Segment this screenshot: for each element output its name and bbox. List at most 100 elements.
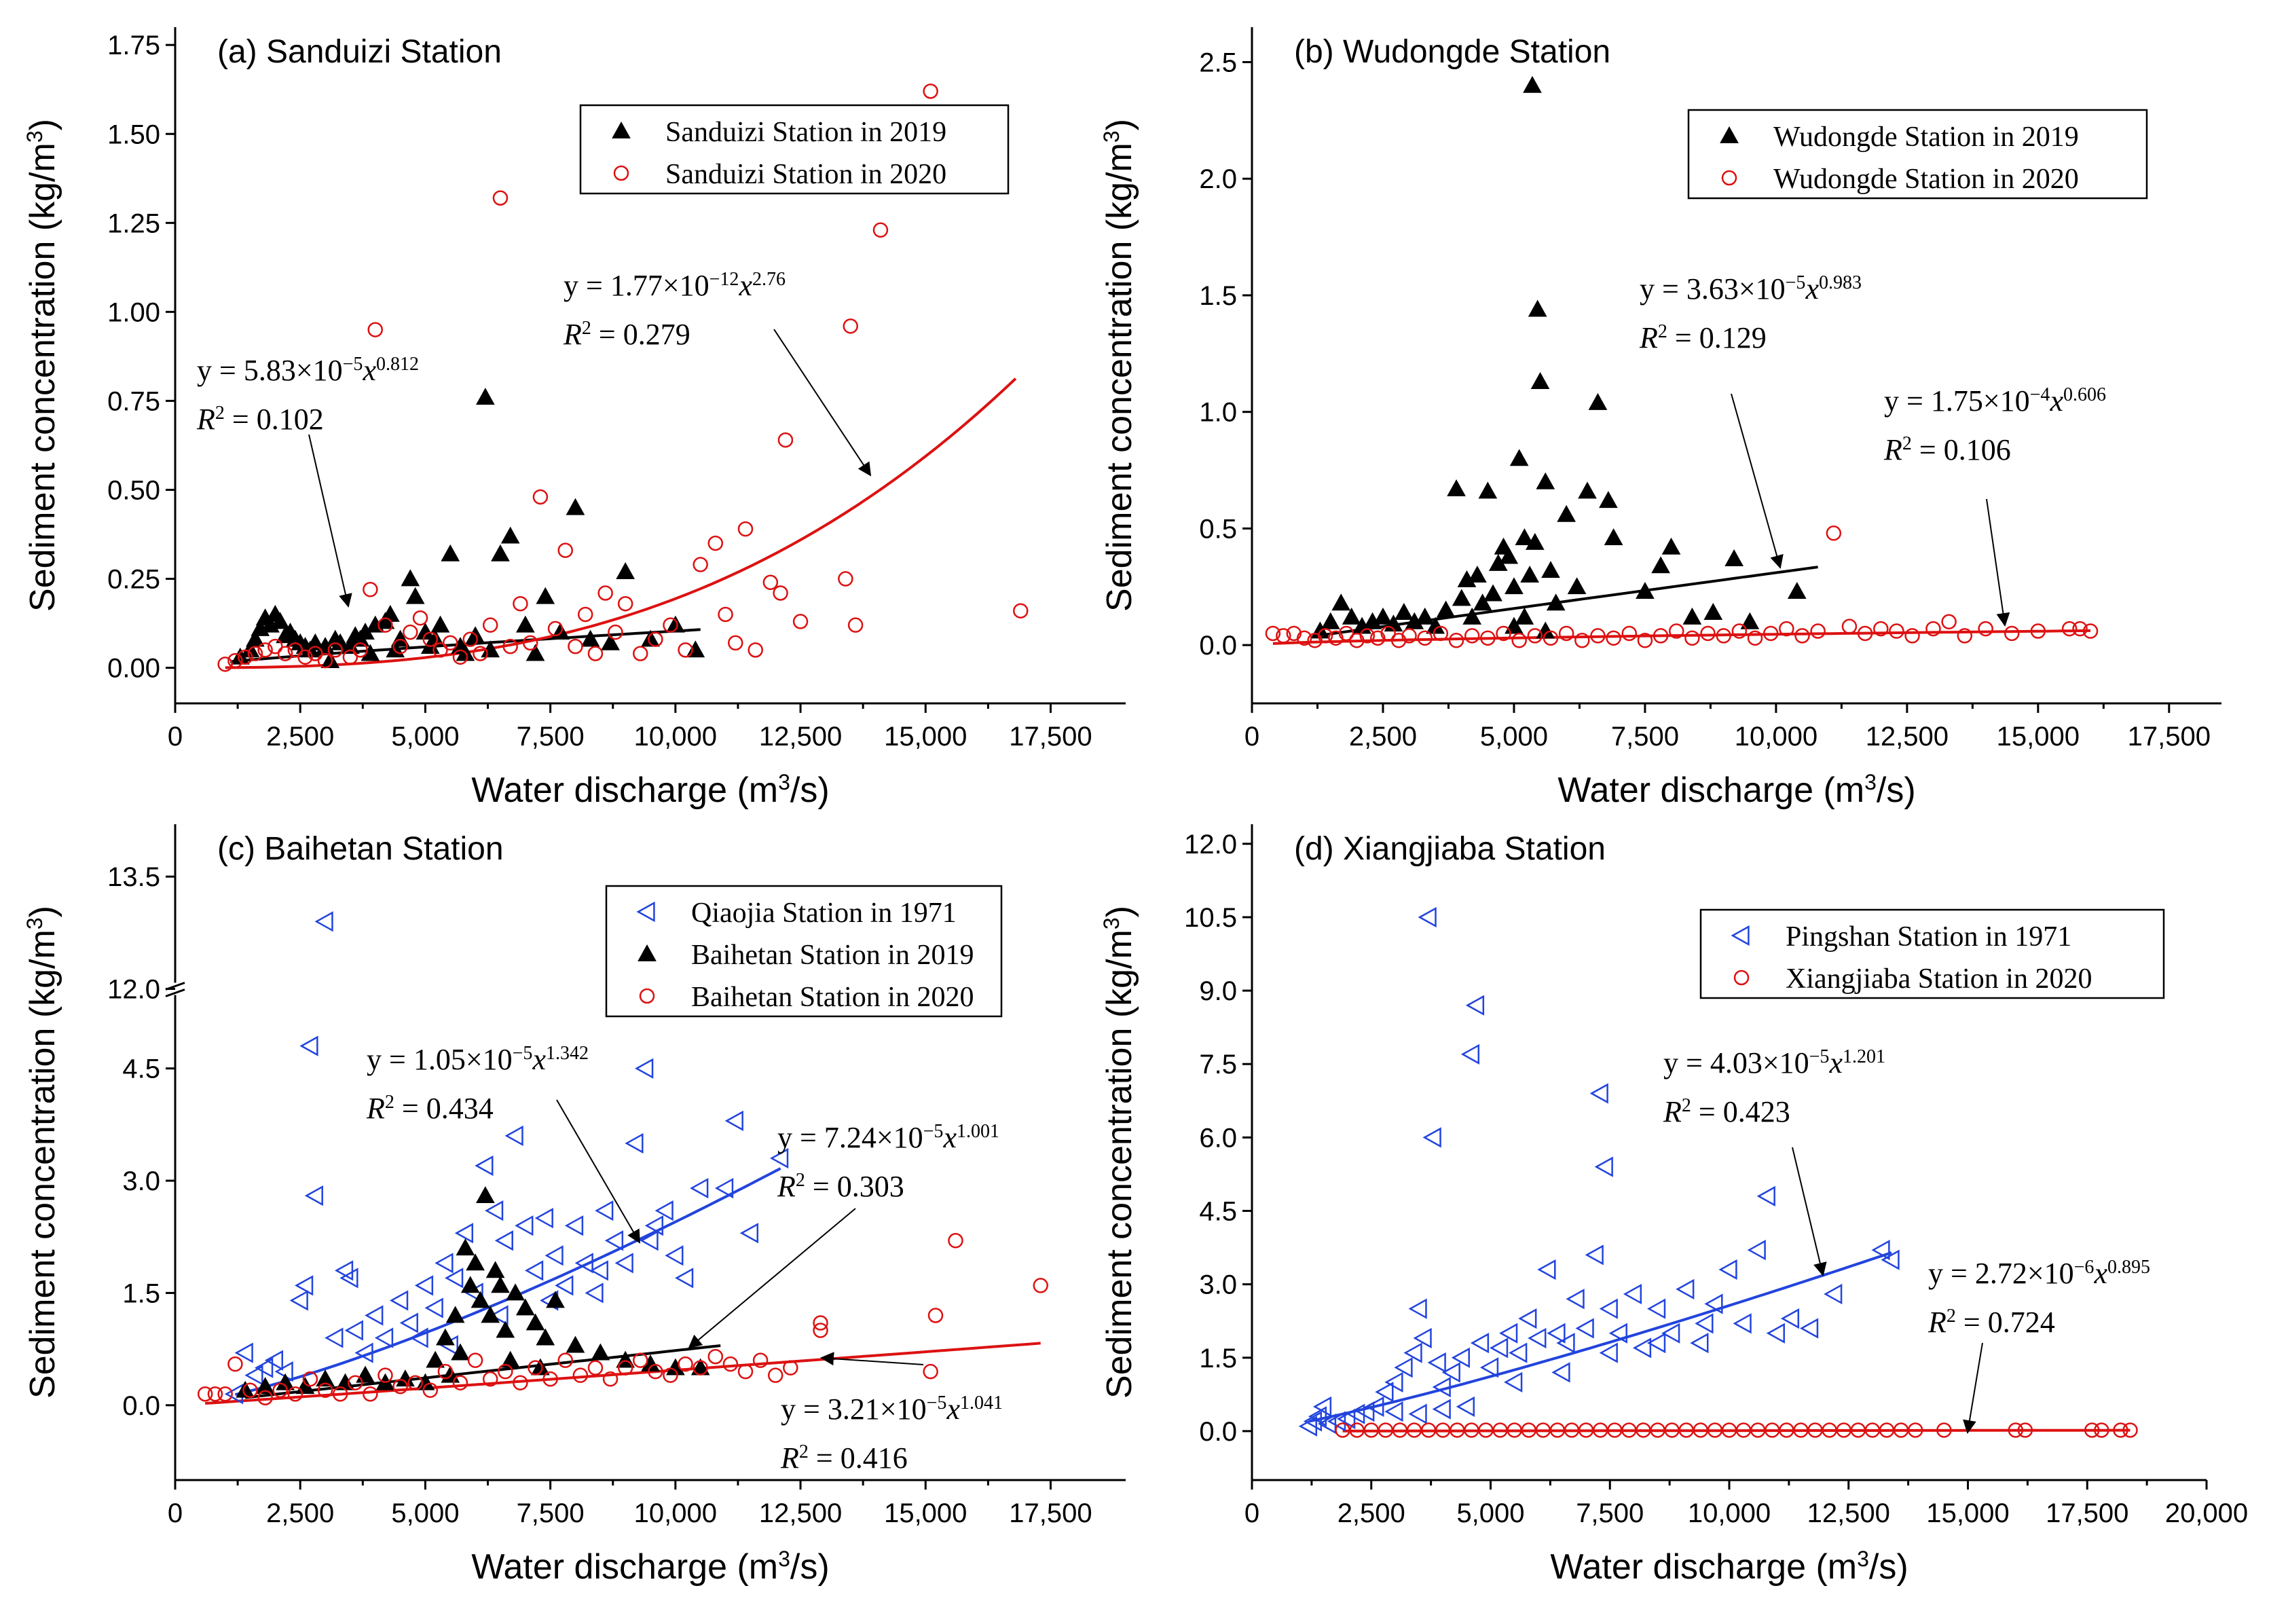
annotation-arrow bbox=[308, 434, 352, 608]
data-point bbox=[566, 498, 585, 515]
data-point bbox=[1841, 619, 1858, 634]
data-point bbox=[1505, 577, 1524, 595]
data-point bbox=[1724, 549, 1744, 566]
y-axis-title: Sediment concentration (kg/m3) bbox=[1099, 906, 1139, 1399]
data-point bbox=[1523, 75, 1542, 93]
data-point bbox=[1661, 537, 1681, 555]
equation-text: y = 1.05×10−5x1.342 bbox=[367, 1043, 589, 1077]
x-axis-title: Water discharge (m3/s) bbox=[1557, 770, 1915, 810]
data-point bbox=[1394, 1357, 1413, 1378]
x-tick-label: 20,000 bbox=[2165, 1498, 2248, 1528]
data-point bbox=[1904, 628, 1920, 644]
data-point bbox=[1515, 528, 1534, 546]
data-point bbox=[430, 615, 450, 633]
data-point bbox=[1936, 1422, 1952, 1438]
r-squared-text: R2 = 0.102 bbox=[196, 403, 324, 437]
data-point bbox=[491, 544, 510, 561]
data-point bbox=[332, 1386, 348, 1402]
y-tick-label: 1.5 bbox=[1199, 1344, 1237, 1373]
data-point bbox=[665, 1358, 685, 1376]
data-point bbox=[1296, 630, 1312, 646]
data-point bbox=[515, 615, 535, 633]
data-point bbox=[1342, 607, 1361, 625]
data-point bbox=[1566, 1289, 1585, 1310]
x-tick-label: 0 bbox=[168, 1498, 183, 1528]
annotation-arrow bbox=[688, 1208, 856, 1349]
series-2 bbox=[197, 1233, 1048, 1405]
data-point bbox=[344, 1320, 363, 1341]
data-point bbox=[354, 1342, 373, 1363]
data-point bbox=[365, 1305, 384, 1326]
data-point bbox=[482, 617, 498, 633]
data-point bbox=[1873, 621, 1889, 637]
data-point bbox=[272, 1382, 288, 1398]
y-tick-label: 1.00 bbox=[107, 297, 160, 327]
data-point bbox=[436, 1328, 455, 1346]
data-point bbox=[2004, 625, 2020, 642]
equation-text: y = 1.77×10−12x2.76 bbox=[564, 269, 786, 303]
data-point bbox=[1558, 625, 1574, 642]
data-point bbox=[1651, 556, 1670, 574]
legend-marker bbox=[1720, 126, 1739, 143]
data-point bbox=[403, 624, 418, 640]
data-point bbox=[1276, 628, 1291, 644]
x-axis-title: Water discharge (m3/s) bbox=[471, 1547, 829, 1587]
equation-text: y = 5.83×10−5x0.812 bbox=[197, 354, 419, 388]
data-point bbox=[2030, 623, 2046, 639]
y-tick-label: 1.50 bbox=[107, 119, 160, 149]
data-point bbox=[317, 1382, 333, 1398]
data-point bbox=[1578, 481, 1597, 499]
data-point bbox=[437, 1363, 454, 1380]
legend-marker bbox=[1733, 970, 1750, 986]
fit-equation: y = 2.72×10−6x0.895 R2 = 0.724 bbox=[1927, 1257, 2150, 1340]
data-point bbox=[1331, 593, 1351, 611]
y-tick-label: 1.5 bbox=[122, 1278, 160, 1308]
data-point bbox=[377, 1367, 393, 1383]
data-point bbox=[1690, 1333, 1709, 1354]
x-tick-label: 2,500 bbox=[1338, 1498, 1405, 1528]
data-point bbox=[237, 649, 253, 665]
x-tick-label: 7,500 bbox=[517, 722, 585, 752]
legend-label: Qiaojia Station in 1971 bbox=[691, 898, 957, 929]
data-point bbox=[416, 623, 435, 640]
data-point bbox=[532, 489, 549, 505]
data-point bbox=[422, 631, 439, 647]
data-point bbox=[207, 1386, 223, 1402]
data-point bbox=[1468, 566, 1487, 583]
data-point bbox=[334, 1260, 354, 1281]
data-point bbox=[843, 318, 858, 334]
data-point bbox=[1413, 1327, 1432, 1349]
legend-marker bbox=[1731, 925, 1750, 946]
data-point bbox=[289, 1290, 308, 1311]
data-point bbox=[1509, 1342, 1528, 1363]
data-point bbox=[665, 1245, 684, 1266]
x-tick-label: 7,500 bbox=[1611, 722, 1679, 752]
data-point bbox=[1871, 1240, 1890, 1261]
data-point bbox=[466, 1253, 485, 1271]
data-point bbox=[693, 557, 708, 572]
y-tick-label: 0.50 bbox=[107, 475, 160, 505]
data-point bbox=[1265, 625, 1281, 642]
data-point bbox=[1479, 1357, 1499, 1378]
data-point bbox=[1465, 995, 1485, 1016]
data-point bbox=[1695, 1313, 1714, 1334]
data-point bbox=[1676, 1278, 1695, 1299]
data-point bbox=[244, 1365, 263, 1386]
data-point bbox=[551, 623, 570, 640]
data-point bbox=[564, 1215, 584, 1236]
data-point bbox=[678, 1356, 693, 1372]
data-point bbox=[1464, 628, 1480, 644]
data-point bbox=[654, 1200, 674, 1221]
data-point bbox=[1653, 628, 1669, 644]
panel-b: 0 2,500 5,000 7,500 10,000 12,500 15,000 17,500… bbox=[1099, 27, 2221, 810]
x-tick-label: 0 bbox=[1244, 1498, 1259, 1528]
data-point bbox=[1373, 607, 1392, 625]
x-tick-label: 10,000 bbox=[1688, 1498, 1771, 1528]
data-point bbox=[1384, 1401, 1403, 1422]
data-point bbox=[426, 1350, 445, 1368]
panel-title: (b) Wudongde Station bbox=[1294, 34, 1610, 70]
data-point bbox=[264, 1350, 284, 1371]
data-point bbox=[524, 1260, 544, 1281]
y-tick-label: 1.25 bbox=[107, 208, 160, 238]
data-point bbox=[1589, 1083, 1608, 1104]
